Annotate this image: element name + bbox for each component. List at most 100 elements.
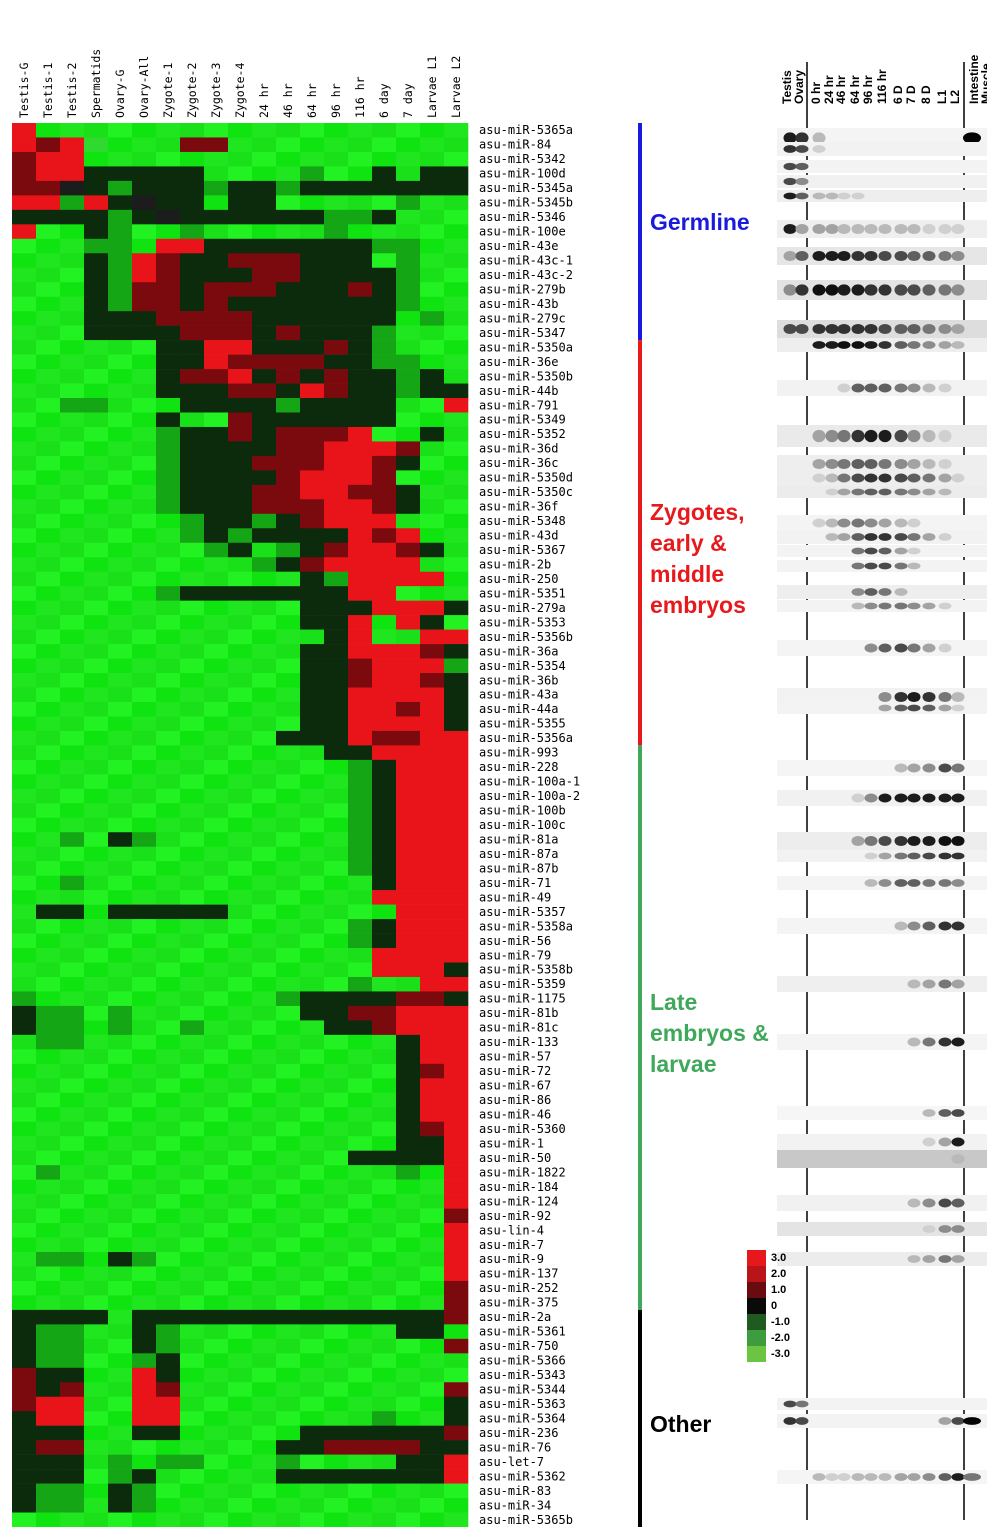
heatmap-cell <box>348 1440 373 1455</box>
heatmap-cell <box>324 600 349 616</box>
heatmap-cell <box>12 817 37 833</box>
heatmap-cell <box>156 340 181 355</box>
heatmap-cell <box>108 687 133 703</box>
heatmap-cell <box>36 166 61 182</box>
heatmap-cell <box>252 1338 277 1354</box>
heatmap-cell <box>276 412 301 428</box>
heatmap-cell <box>372 253 397 269</box>
heatmap-cell <box>396 484 421 500</box>
heatmap-cell <box>204 325 229 341</box>
heatmap-cell <box>420 1454 445 1470</box>
blot-band <box>907 458 921 470</box>
heatmap-cell <box>348 919 373 934</box>
heatmap-cell <box>60 1223 85 1238</box>
blot-band <box>894 1473 908 1481</box>
heatmap-cell <box>396 557 421 572</box>
heatmap-cell <box>420 875 445 891</box>
heatmap-cell <box>180 354 205 370</box>
heatmap-cell <box>180 948 205 963</box>
blot-band <box>864 473 878 483</box>
heatmap-cell <box>252 904 277 920</box>
blot-band <box>907 793 921 803</box>
heatmap-cell <box>108 542 133 558</box>
blot-band <box>837 323 851 335</box>
heatmap-cell <box>420 1005 445 1021</box>
heatmap-cell <box>276 311 301 326</box>
heatmap-cell <box>180 1121 205 1137</box>
heatmap-cell <box>204 1338 229 1354</box>
heatmap-cell <box>60 224 85 240</box>
heatmap-cell <box>444 832 469 848</box>
blot-band <box>851 223 865 235</box>
heatmap-cell <box>60 1483 85 1499</box>
heatmap-cell <box>300 1092 325 1108</box>
heatmap-cell <box>84 1512 109 1527</box>
heatmap-cell <box>60 933 85 949</box>
heatmap-cell <box>60 1034 85 1050</box>
heatmap-cell <box>372 1338 397 1354</box>
heatmap-cell <box>420 209 445 225</box>
blot-band <box>938 1255 952 1263</box>
heatmap-cell <box>396 1280 421 1296</box>
heatmap-cell <box>300 803 325 819</box>
heatmap-cell <box>276 528 301 544</box>
heatmap-cell <box>396 1425 421 1441</box>
heatmap-cell <box>36 832 61 848</box>
heatmap-cell <box>180 528 205 544</box>
heatmap-cell <box>444 340 469 355</box>
heatmap-cell <box>300 455 325 471</box>
heatmap-cell <box>300 1165 325 1180</box>
heatmap-cell <box>444 296 469 312</box>
heatmap-cell <box>348 484 373 500</box>
row-label: asu-lin-4 <box>479 1223 544 1237</box>
heatmap-cell <box>108 1324 133 1340</box>
heatmap-cell <box>156 1005 181 1021</box>
heatmap-cell <box>204 1353 229 1369</box>
heatmap-cell <box>204 1440 229 1455</box>
heatmap-cell <box>372 1483 397 1499</box>
heatmap-cell <box>180 1165 205 1180</box>
heatmap-cell <box>180 1179 205 1195</box>
heatmap-cell <box>276 1280 301 1296</box>
heatmap-cell <box>372 484 397 500</box>
blot-band <box>938 488 952 496</box>
heatmap-cell <box>180 180 205 196</box>
blot-band <box>851 835 865 847</box>
heatmap-cell <box>324 1020 349 1036</box>
heatmap-cell <box>396 1136 421 1151</box>
column-label: Testis-2 <box>65 63 79 118</box>
heatmap-cell <box>348 586 373 601</box>
heatmap-cell <box>300 687 325 703</box>
heatmap-cell <box>444 369 469 384</box>
heatmap-cell <box>204 774 229 790</box>
blot-band <box>938 284 952 296</box>
heatmap-cell <box>324 1440 349 1455</box>
blot-band <box>783 132 797 144</box>
heatmap-cell <box>204 1020 229 1036</box>
heatmap-cell <box>252 354 277 370</box>
heatmap-cell <box>228 1469 253 1484</box>
heatmap-cell <box>156 571 181 587</box>
heatmap-cell <box>204 267 229 283</box>
blot-band <box>878 588 892 596</box>
heatmap-cell <box>444 1440 469 1455</box>
blot-band <box>907 250 921 262</box>
column-label: Zygote-2 <box>185 63 199 118</box>
blot-band <box>825 473 839 483</box>
heatmap-cell <box>108 1020 133 1036</box>
heatmap-cell <box>252 629 277 645</box>
row-label: asu-miR-133 <box>479 1035 558 1049</box>
heatmap-cell <box>180 745 205 761</box>
heatmap-cell <box>60 962 85 978</box>
heatmap-cell <box>420 1049 445 1065</box>
heatmap-cell <box>108 340 133 355</box>
heatmap-cell <box>108 1266 133 1282</box>
heatmap-cell <box>420 1092 445 1108</box>
heatmap-cell <box>348 137 373 153</box>
heatmap-cell <box>348 904 373 920</box>
heatmap-cell <box>228 1121 253 1137</box>
heatmap-cell <box>36 412 61 428</box>
heatmap-cell <box>180 1382 205 1398</box>
heatmap-cell <box>84 528 109 544</box>
heatmap-cell <box>300 1295 325 1311</box>
